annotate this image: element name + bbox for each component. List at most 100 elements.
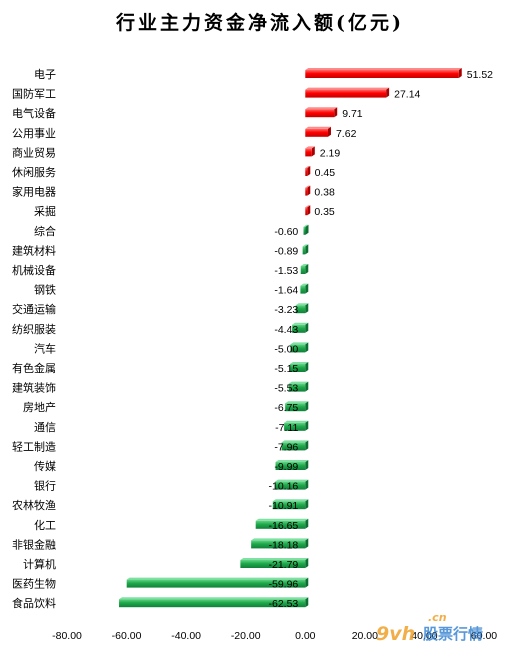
bar-top — [275, 460, 309, 462]
value-labels: 51.52 27.14 9.71 7.62 2.19 0.45 0.38 0.35 -0.60 -… — [269, 69, 494, 610]
bar-front — [295, 305, 306, 314]
bar-top — [292, 322, 309, 325]
value-label: 27.14 — [394, 89, 420, 101]
bar — [275, 479, 309, 490]
bar — [305, 107, 338, 118]
bar-side — [305, 558, 309, 568]
value-label: -9.99 — [274, 461, 298, 473]
bar — [305, 87, 390, 98]
x-tick-label: -80.00 — [52, 630, 82, 642]
value-label: -10.16 — [269, 481, 299, 493]
bar-top — [275, 479, 309, 482]
bar — [281, 440, 309, 451]
bar — [255, 518, 309, 529]
category-label: 建筑材料 — [12, 243, 56, 257]
bar-top — [305, 166, 311, 168]
bar-side — [386, 87, 390, 98]
category-label: 农林牧渔 — [12, 498, 56, 512]
bar — [302, 244, 309, 255]
bar — [285, 401, 309, 412]
category-label: 纺织服装 — [12, 322, 56, 336]
value-label: -3.23 — [274, 304, 298, 316]
x-tick-label: 60.00 — [471, 630, 497, 642]
value-label: 51.52 — [467, 69, 493, 81]
bar-front — [289, 364, 306, 372]
category-label: 房地产 — [23, 400, 56, 414]
value-label: -7.11 — [275, 422, 298, 434]
category-label: 商业贸易 — [12, 145, 56, 159]
bar-front — [305, 187, 308, 196]
bar-side — [458, 68, 462, 78]
bar-side — [305, 342, 309, 353]
x-tick-label: 40.00 — [411, 630, 437, 642]
bar-front — [305, 109, 335, 118]
value-label: -5.15 — [274, 363, 298, 375]
value-label: -5.53 — [274, 383, 298, 395]
category-label: 综合 — [34, 224, 56, 238]
bar — [272, 499, 309, 510]
bar-top — [305, 146, 315, 149]
bar — [303, 224, 309, 235]
bar-side — [305, 264, 309, 274]
x-tick-label: -20.00 — [231, 630, 261, 642]
value-label: 7.62 — [336, 128, 357, 140]
bar-front — [305, 207, 308, 216]
bar-top — [305, 107, 338, 110]
bar — [126, 577, 309, 588]
category-label: 电气设备 — [12, 106, 56, 120]
x-tick-label: 20.00 — [352, 630, 378, 642]
bar — [295, 303, 309, 314]
bar-side — [305, 479, 309, 490]
watermark-logo: 9vh — [376, 623, 415, 645]
bar-front — [302, 246, 306, 255]
category-label: 轻工制造 — [12, 439, 56, 453]
bar-front — [275, 481, 306, 490]
bar-side — [307, 166, 311, 176]
bar-front — [119, 599, 306, 608]
bar-side — [305, 518, 309, 529]
bar-side — [305, 244, 309, 255]
category-label: 传媒 — [34, 460, 56, 473]
bar-front — [305, 128, 328, 137]
bar — [119, 597, 309, 608]
value-label: -21.79 — [269, 559, 299, 571]
value-label: 0.35 — [314, 206, 335, 218]
value-label: -18.18 — [269, 539, 299, 551]
x-tick-label: 0.00 — [295, 630, 316, 642]
bar-side — [305, 420, 309, 431]
category-label: 建筑装饰 — [12, 381, 56, 395]
bar — [305, 68, 462, 78]
bar-front — [284, 422, 306, 431]
bar-top — [255, 518, 309, 521]
category-label: 通信 — [34, 421, 56, 434]
category-label: 休闲服务 — [12, 165, 56, 179]
bar — [305, 166, 311, 176]
value-label: -4.43 — [274, 324, 298, 336]
bar-front — [272, 501, 306, 510]
bar-side — [305, 577, 309, 588]
bar-front — [305, 168, 308, 176]
category-label: 银行 — [34, 479, 56, 493]
bar — [300, 283, 309, 294]
bar-side — [305, 460, 309, 470]
bar-top — [300, 283, 309, 286]
bar-front — [303, 226, 306, 235]
bar-top — [289, 362, 309, 364]
bar-front — [285, 403, 306, 412]
bar-front — [290, 344, 306, 353]
value-label: 0.38 — [314, 187, 335, 199]
bar — [289, 362, 309, 372]
bar — [240, 558, 309, 568]
bar-side — [305, 499, 309, 510]
bar-side — [305, 401, 309, 412]
bar-top — [290, 342, 309, 345]
bar-top — [305, 68, 462, 70]
category-label: 有色金属 — [12, 361, 56, 375]
value-label: -62.53 — [269, 598, 299, 610]
bar-group — [119, 68, 462, 608]
bar-top — [119, 597, 309, 600]
category-label: 非银金融 — [12, 537, 56, 551]
bar-top — [288, 381, 309, 384]
category-label: 交通运输 — [12, 302, 56, 316]
